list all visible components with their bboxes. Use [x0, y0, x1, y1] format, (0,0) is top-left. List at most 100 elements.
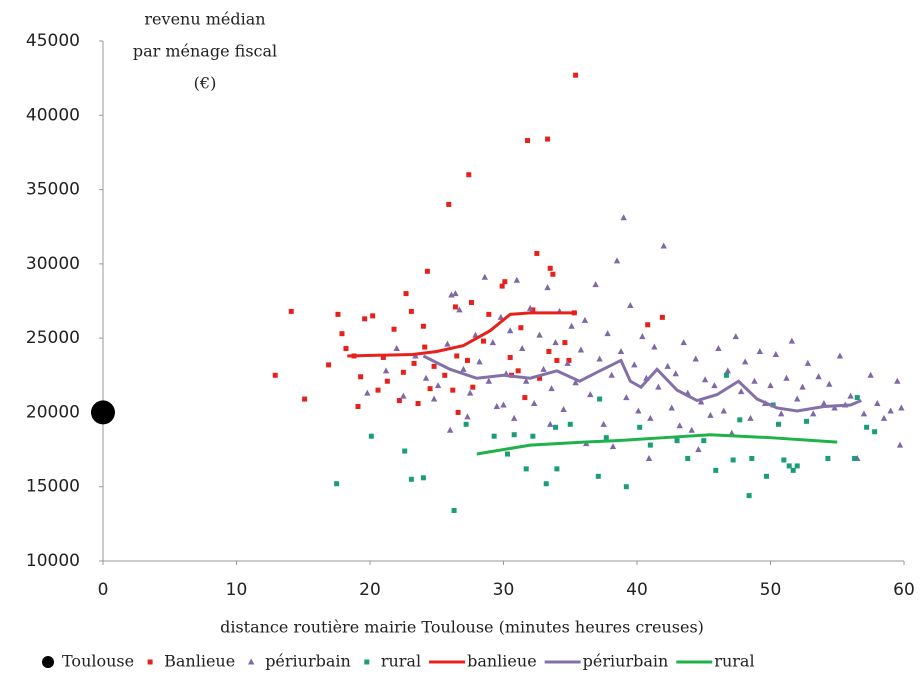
point: [756, 348, 764, 355]
point: [604, 330, 611, 337]
point: [730, 457, 736, 463]
point: [489, 339, 497, 346]
legend-marker: [364, 659, 370, 665]
point: [507, 354, 513, 360]
point: [737, 417, 743, 423]
point: [572, 379, 579, 386]
point: [826, 380, 833, 387]
point: [645, 454, 653, 461]
point: [746, 493, 752, 499]
point: [695, 446, 702, 453]
point: [460, 365, 467, 372]
point: [527, 304, 534, 311]
point: [540, 365, 547, 372]
point: [810, 410, 817, 417]
point: [860, 410, 868, 417]
y-tick-label: 40000: [26, 105, 80, 125]
legend-item: Banlieue: [147, 652, 235, 671]
x-tick-label: 40: [626, 580, 648, 600]
point: [364, 389, 371, 396]
legend-label: banlieue: [467, 652, 537, 671]
point: [674, 438, 680, 444]
point: [894, 377, 901, 384]
y-tick-label: 35000: [26, 180, 80, 200]
point: [530, 307, 536, 313]
point: [430, 395, 438, 402]
point: [767, 382, 774, 389]
point: [790, 467, 796, 473]
point: [724, 367, 731, 374]
point: [831, 404, 838, 411]
point: [335, 311, 341, 317]
point: [697, 398, 705, 405]
point: [587, 391, 594, 398]
point: [442, 372, 448, 378]
point: [403, 291, 409, 297]
legend-item: rural: [364, 652, 421, 671]
y-tick-label: 30000: [26, 254, 80, 274]
point: [451, 507, 457, 513]
point: [518, 325, 524, 331]
point: [355, 403, 361, 409]
point: [362, 316, 368, 322]
point: [794, 463, 800, 469]
y-axis-title: par ménage fiscal: [133, 42, 277, 61]
point: [402, 448, 408, 454]
point: [617, 348, 625, 355]
point: [701, 376, 709, 383]
point: [867, 371, 874, 378]
point: [415, 401, 421, 407]
point: [476, 358, 483, 365]
point: [715, 345, 722, 352]
point: [554, 466, 560, 472]
point: [522, 377, 530, 384]
y-axis-title: revenu médian: [144, 10, 265, 29]
point: [334, 481, 340, 487]
y-tick-label: 20000: [26, 402, 80, 422]
point: [500, 401, 507, 408]
point: [659, 314, 665, 320]
point: [566, 357, 572, 363]
point: [854, 395, 860, 401]
point: [380, 354, 386, 360]
point: [326, 362, 332, 368]
point: [531, 400, 538, 407]
point: [502, 279, 508, 285]
point: [597, 396, 603, 402]
point: [511, 432, 517, 438]
point: [444, 340, 451, 347]
point: [581, 316, 589, 323]
point: [651, 343, 658, 350]
point: [375, 387, 381, 393]
x-tick-label: 50: [760, 580, 782, 600]
point: [422, 374, 430, 381]
legend-item: banlieue: [429, 652, 537, 671]
point: [887, 407, 894, 414]
point: [408, 476, 414, 482]
point: [613, 257, 621, 264]
point: [434, 382, 442, 389]
legend-item: Toulouse: [42, 652, 134, 671]
point: [772, 350, 780, 357]
point: [804, 418, 810, 424]
point: [568, 322, 575, 329]
point: [788, 337, 796, 344]
point: [620, 214, 627, 221]
point: [596, 355, 603, 362]
point: [546, 349, 552, 355]
point: [872, 429, 878, 435]
point: [564, 359, 571, 366]
point: [400, 369, 406, 375]
legend-label: rural: [381, 652, 421, 671]
legend-marker: [247, 658, 255, 665]
point: [343, 346, 349, 352]
point: [603, 435, 609, 441]
point: [777, 410, 785, 417]
point: [783, 374, 790, 381]
point: [370, 313, 376, 319]
point: [692, 355, 699, 362]
point: [623, 484, 629, 490]
point: [847, 392, 854, 399]
point: [794, 395, 801, 402]
point: [391, 326, 397, 332]
